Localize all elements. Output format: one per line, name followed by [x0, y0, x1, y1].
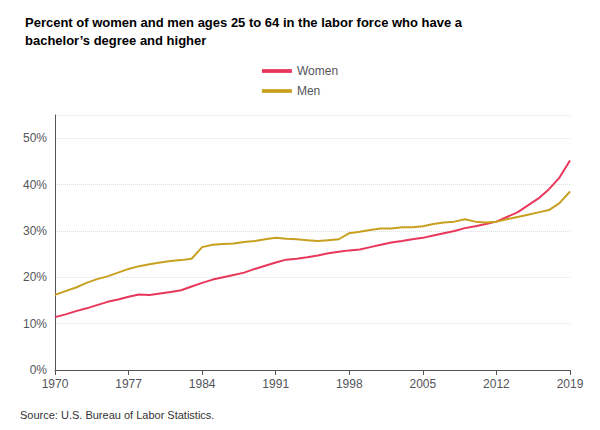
svg-text:30%: 30%: [23, 224, 47, 238]
svg-text:50%: 50%: [23, 131, 47, 145]
svg-text:Men: Men: [297, 84, 320, 98]
svg-text:10%: 10%: [23, 317, 47, 331]
svg-text:bachelor’s degree and higher: bachelor’s degree and higher: [25, 33, 206, 48]
svg-text:Percent of women and men ages: Percent of women and men ages 25 to 64 i…: [25, 15, 463, 30]
svg-text:0%: 0%: [30, 363, 48, 377]
svg-text:1984: 1984: [189, 377, 216, 391]
svg-text:2012: 2012: [483, 377, 510, 391]
svg-text:1998: 1998: [336, 377, 363, 391]
svg-text:2005: 2005: [410, 377, 437, 391]
svg-text:1991: 1991: [262, 377, 289, 391]
svg-text:2019: 2019: [557, 377, 584, 391]
svg-text:20%: 20%: [23, 270, 47, 284]
svg-text:1970: 1970: [42, 377, 69, 391]
svg-text:Source: U.S. Bureau of Labor S: Source: U.S. Bureau of Labor Statistics.: [20, 409, 214, 421]
svg-text:40%: 40%: [23, 178, 47, 192]
svg-text:1977: 1977: [115, 377, 142, 391]
svg-text:Women: Women: [297, 64, 338, 78]
